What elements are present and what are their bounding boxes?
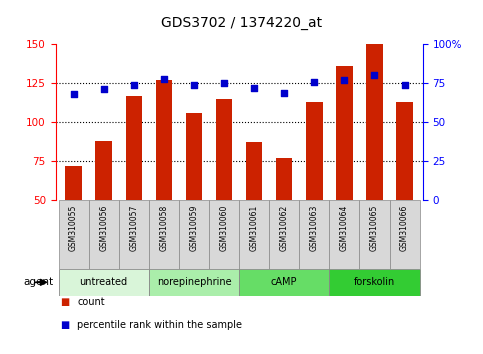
Point [401, 82, 409, 87]
Bar [58, 200, 89, 269]
Text: GDS3702 / 1374220_at: GDS3702 / 1374220_at [161, 16, 322, 30]
Bar [306, 102, 323, 200]
Point [130, 82, 138, 87]
Bar [179, 200, 209, 269]
Point [190, 82, 198, 87]
Text: percentile rank within the sample: percentile rank within the sample [77, 320, 242, 330]
Text: GSM310058: GSM310058 [159, 205, 169, 251]
Bar [89, 200, 119, 269]
Bar [299, 200, 329, 269]
Bar [209, 200, 239, 269]
Text: GSM310059: GSM310059 [189, 205, 199, 251]
Bar [216, 99, 232, 200]
Point [370, 73, 378, 78]
Point [280, 90, 288, 95]
Text: GSM310062: GSM310062 [280, 205, 289, 251]
Bar [269, 200, 299, 269]
Bar [149, 200, 179, 269]
Point [220, 80, 228, 86]
Bar [329, 200, 359, 269]
Point [70, 91, 77, 97]
Bar [119, 200, 149, 269]
Text: GSM310061: GSM310061 [250, 205, 258, 251]
Text: GSM310066: GSM310066 [400, 205, 409, 251]
Point [160, 76, 168, 81]
Bar [149, 269, 239, 296]
Point [311, 79, 318, 85]
Text: GSM310063: GSM310063 [310, 205, 319, 251]
Text: ■: ■ [60, 320, 70, 330]
Text: cAMP: cAMP [271, 277, 298, 287]
Point [341, 77, 348, 83]
Bar [396, 102, 413, 200]
Bar [276, 158, 293, 200]
Text: count: count [77, 297, 105, 307]
Text: untreated: untreated [80, 277, 128, 287]
Text: forskolin: forskolin [354, 277, 395, 287]
Bar [185, 113, 202, 200]
Bar [96, 141, 112, 200]
Text: GSM310056: GSM310056 [99, 205, 108, 251]
Bar [58, 269, 149, 296]
Bar [156, 80, 172, 200]
Bar [239, 269, 329, 296]
Bar [389, 200, 420, 269]
Bar [246, 142, 262, 200]
Text: agent: agent [23, 277, 53, 287]
Point [250, 85, 258, 91]
Text: GSM310060: GSM310060 [220, 205, 228, 251]
Text: GSM310057: GSM310057 [129, 205, 138, 251]
Text: GSM310055: GSM310055 [69, 205, 78, 251]
Point [100, 87, 108, 92]
Bar [329, 269, 420, 296]
Bar [359, 200, 389, 269]
Bar [65, 166, 82, 200]
Text: GSM310064: GSM310064 [340, 205, 349, 251]
Text: norepinephrine: norepinephrine [156, 277, 231, 287]
Text: ■: ■ [60, 297, 70, 307]
Bar [336, 66, 353, 200]
Bar [239, 200, 269, 269]
Bar [126, 96, 142, 200]
Text: GSM310065: GSM310065 [370, 205, 379, 251]
Bar [366, 44, 383, 200]
